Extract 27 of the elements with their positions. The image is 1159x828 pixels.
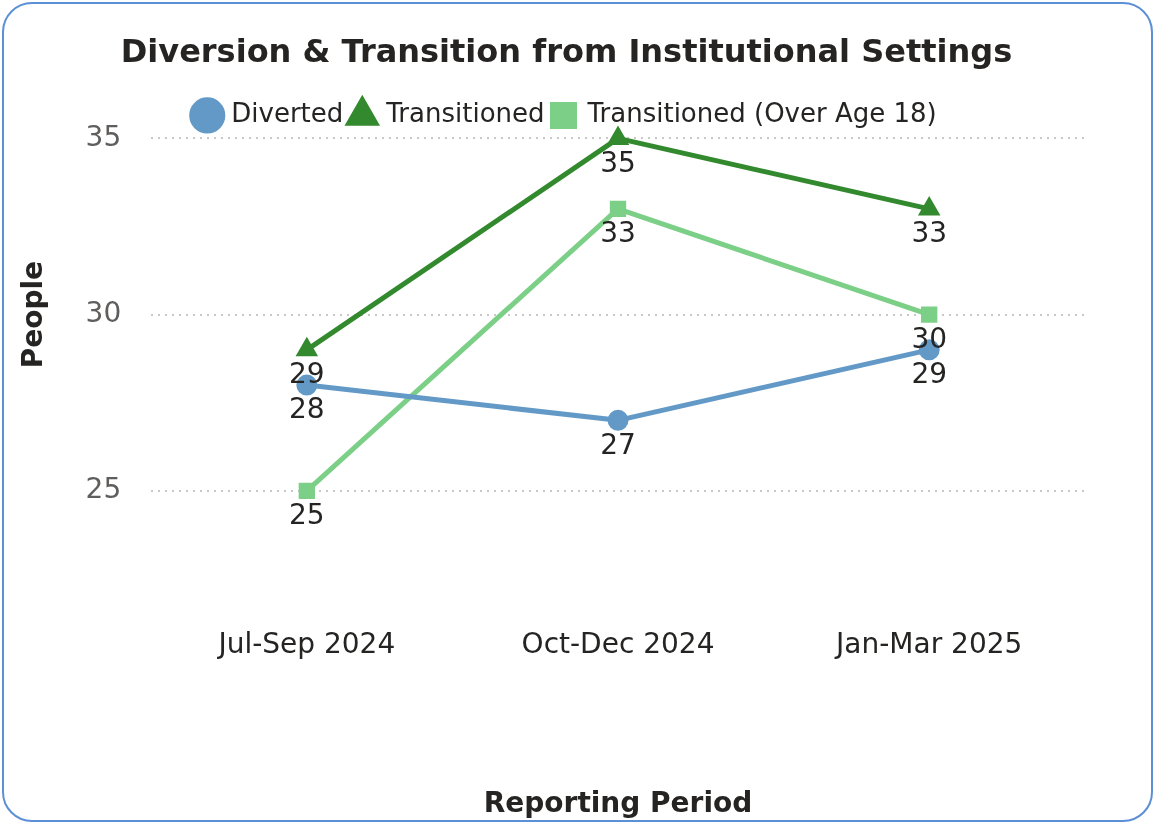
point (921, 306, 938, 323)
chart-title: Diversion & Transition from Institutional Settings (120, 31, 1013, 70)
data-label: 29 (289, 357, 325, 391)
x-tick-label: Jan-Mar 2025 (834, 626, 1023, 660)
legend-label: Transitioned (Over Age 18) (586, 98, 937, 129)
point (608, 125, 630, 145)
legend-label: Transitioned (385, 98, 545, 129)
data-label: 35 (600, 145, 636, 179)
data-label: 25 (289, 498, 325, 532)
point (607, 409, 629, 431)
y-tick-label: 30 (85, 295, 122, 329)
point (609, 200, 627, 218)
legend-label: Diverted (231, 98, 344, 129)
data-label: 29 (911, 357, 948, 391)
x-axis-title: Reporting Period (483, 786, 753, 820)
data-label: 28 (289, 392, 325, 426)
data-label: 30 (911, 321, 948, 355)
y-tick-label: 35 (85, 119, 122, 153)
y-tick-label: 25 (85, 472, 122, 506)
x-tick-label: Oct-Dec 2024 (521, 626, 715, 660)
data-label: 27 (600, 427, 636, 461)
y-axis-title: People (16, 260, 50, 369)
x-tick-label: Jul-Sep 2024 (216, 626, 396, 660)
data-label: 33 (911, 216, 948, 250)
data-label: 33 (600, 216, 636, 250)
point (919, 198, 939, 216)
point (298, 482, 315, 499)
